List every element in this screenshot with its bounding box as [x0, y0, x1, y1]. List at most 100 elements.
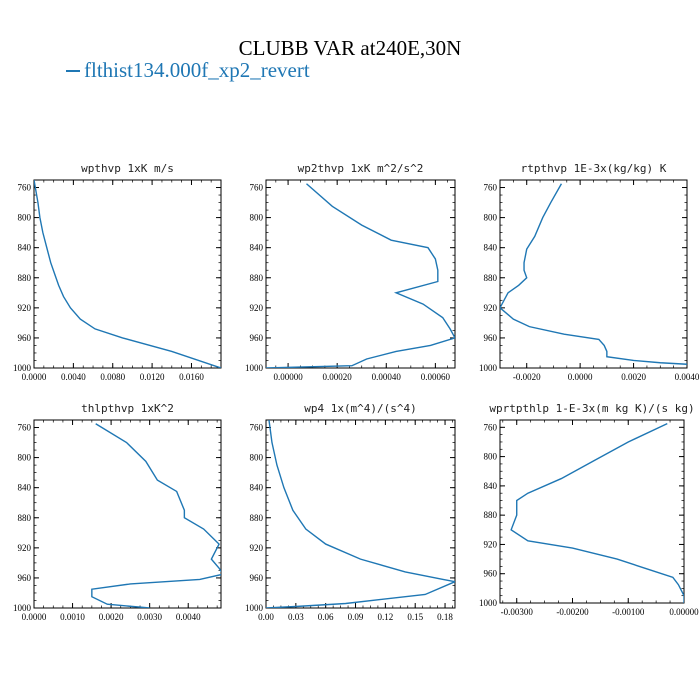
- plot-frame: [499, 179, 688, 369]
- x-tick-label: 0.00020: [323, 372, 353, 382]
- y-tick-label: 920: [484, 303, 498, 313]
- y-tick-label: 800: [18, 453, 32, 463]
- x-tick-label: 0.0040: [61, 372, 86, 382]
- y-tick-label: 960: [250, 333, 264, 343]
- x-tick-label: 0.0160: [179, 372, 204, 382]
- plot-frame: [33, 179, 222, 369]
- y-tick-label: 920: [250, 303, 264, 313]
- plot-frame: [265, 419, 456, 609]
- y-tick-label: 880: [250, 513, 264, 523]
- chart-panel-4: thlpthvp 1xK^276080084088092096010000.00…: [13, 402, 222, 622]
- y-tick-label: 920: [18, 303, 32, 313]
- x-tick-label: 0.00000: [273, 372, 303, 382]
- series-line: [266, 183, 455, 368]
- x-tick-label: 0.00: [258, 612, 274, 622]
- x-tick-label: 0.0040: [176, 612, 201, 622]
- chart-title: wpthvp 1xK m/s: [81, 162, 174, 175]
- y-tick-label: 840: [484, 481, 498, 491]
- y-tick-label: 840: [18, 483, 32, 493]
- x-tick-label: 0.0080: [100, 372, 125, 382]
- y-tick-label: 800: [250, 213, 264, 223]
- y-tick-label: 840: [18, 243, 32, 253]
- x-tick-label: 0.0020: [621, 372, 646, 382]
- x-tick-label: -0.00200: [556, 607, 589, 617]
- y-tick-label: 880: [484, 273, 498, 283]
- y-tick-label: 1000: [13, 363, 32, 373]
- y-tick-label: 960: [250, 573, 264, 583]
- x-tick-label: 0.06: [318, 612, 334, 622]
- y-tick-label: 1000: [13, 603, 32, 613]
- y-tick-label: 920: [250, 543, 264, 553]
- y-tick-label: 920: [18, 543, 32, 553]
- series-line: [500, 183, 687, 365]
- y-tick-label: 800: [18, 213, 32, 223]
- x-tick-label: 0.18: [437, 612, 453, 622]
- x-tick-label: 0.00060: [421, 372, 451, 382]
- y-tick-label: 880: [18, 513, 32, 523]
- y-tick-label: 960: [484, 333, 498, 343]
- y-tick-label: 760: [484, 422, 498, 432]
- y-tick-label: 1000: [245, 603, 264, 613]
- series-line: [34, 180, 221, 368]
- y-tick-label: 760: [18, 183, 32, 193]
- chart-panel-5: wp4 1x(m^4)/(s^4)76080084088092096010000…: [245, 402, 456, 622]
- x-tick-label: 0.0040: [675, 372, 700, 382]
- chart-panel-2: wp2thvp 1xK m^2/s^2 760 800 840 880 920 960 100…: [245, 162, 456, 382]
- x-tick-label: -0.0020: [513, 372, 541, 382]
- chart-panel-6: wprtpthlp 1-E-3x(m kg K)/(s kg) 760 800 840…: [479, 402, 699, 617]
- chart-title: wp4 1x(m^4)/(s^4): [304, 402, 417, 415]
- x-tick-label: 0.0010: [60, 612, 85, 622]
- chart-title: wp2thvp 1xK m^2/s^2: [298, 162, 424, 175]
- y-tick-label: 760: [250, 183, 264, 193]
- plot-frame: [499, 419, 685, 604]
- chart-title: rtpthvp 1E-3x(kg/kg) K: [521, 162, 667, 175]
- y-tick-label: 880: [250, 273, 264, 283]
- y-tick-label: 840: [250, 243, 264, 253]
- x-tick-label: 0.00040: [372, 372, 402, 382]
- y-tick-label: 880: [18, 273, 32, 283]
- legend-swatch: [66, 70, 80, 73]
- legend-label: flthist134.000f_xp2_revert: [84, 58, 310, 82]
- x-tick-label: 0.03: [288, 612, 304, 622]
- x-tick-label: 0.0000: [568, 372, 593, 382]
- x-tick-label: 0.0020: [99, 612, 124, 622]
- y-tick-label: 800: [484, 213, 498, 223]
- y-tick-label: 800: [484, 452, 498, 462]
- plot-frame: [33, 419, 222, 609]
- series-line: [510, 423, 684, 603]
- chart-panel-1: wpthvp 1xK m/s76080084088092096010000.00…: [13, 162, 222, 382]
- plot-frame: [265, 179, 456, 369]
- series-line: [266, 420, 455, 608]
- x-tick-label: 0.00000: [669, 607, 699, 617]
- chart-title: thlpthvp 1xK^2: [81, 402, 174, 415]
- y-tick-label: 920: [484, 539, 498, 549]
- y-tick-label: 760: [18, 423, 32, 433]
- x-tick-label: 0.0120: [140, 372, 165, 382]
- y-tick-label: 1000: [245, 363, 264, 373]
- x-tick-label: 0.0030: [137, 612, 162, 622]
- series-line: [91, 423, 221, 608]
- x-tick-label: 0.0000: [22, 372, 47, 382]
- x-tick-label: -0.00100: [612, 607, 645, 617]
- x-tick-label: -0.00300: [501, 607, 534, 617]
- page-title: CLUBB VAR at240E,30N: [238, 36, 462, 60]
- y-tick-label: 1000: [479, 598, 498, 608]
- y-tick-label: 760: [484, 183, 498, 193]
- chart-panel-3: rtpthvp 1E-3x(kg/kg) K 760 800 840 880 920 960…: [479, 162, 700, 382]
- x-tick-label: 0.15: [407, 612, 423, 622]
- y-tick-label: 800: [250, 453, 264, 463]
- y-tick-label: 880: [484, 510, 498, 520]
- y-tick-label: 960: [18, 573, 32, 583]
- legend: flthist134.000f_xp2_revert: [66, 58, 310, 83]
- y-tick-label: 1000: [479, 363, 498, 373]
- chart-title: wprtpthlp 1-E-3x(m kg K)/(s kg): [489, 402, 694, 415]
- x-tick-label: 0.09: [348, 612, 364, 622]
- x-tick-label: 0.12: [377, 612, 393, 622]
- y-tick-label: 760: [250, 423, 264, 433]
- y-tick-label: 840: [250, 483, 264, 493]
- y-tick-label: 960: [484, 569, 498, 579]
- y-tick-label: 960: [18, 333, 32, 343]
- x-tick-label: 0.0000: [22, 612, 47, 622]
- y-tick-label: 840: [484, 243, 498, 253]
